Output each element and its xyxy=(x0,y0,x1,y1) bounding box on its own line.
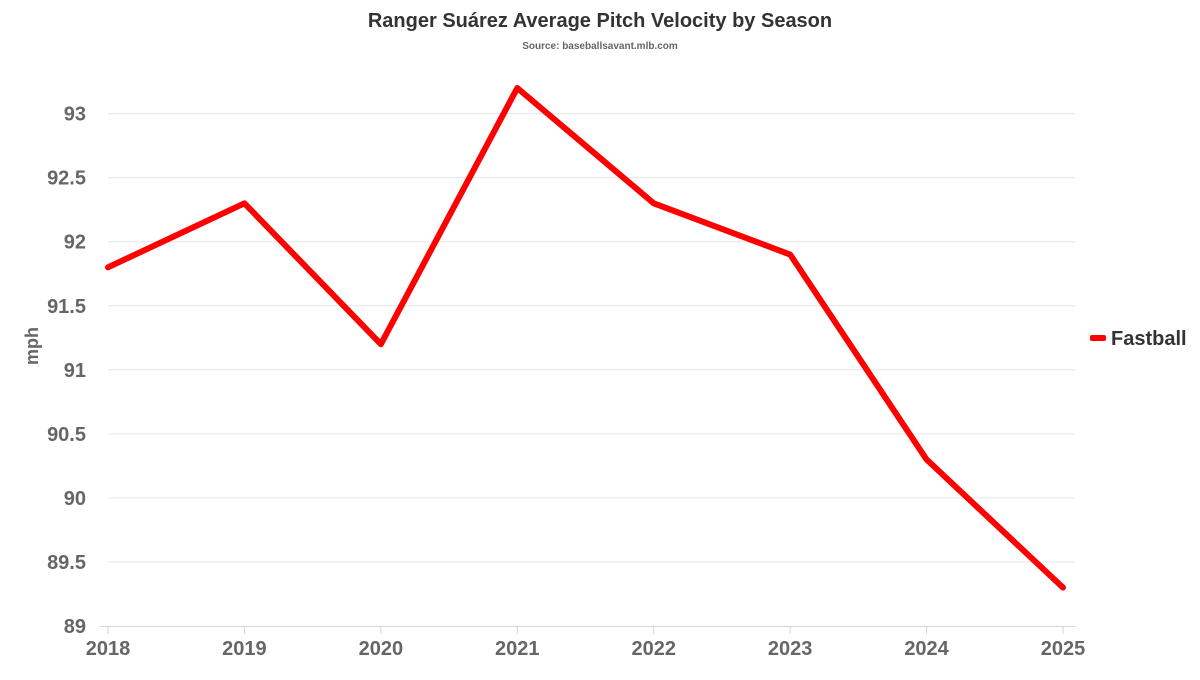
y-tick-label: 89.5 xyxy=(47,552,86,574)
data-point[interactable] xyxy=(923,455,931,463)
data-point[interactable] xyxy=(104,263,112,271)
x-tick-label: 2022 xyxy=(631,638,676,660)
x-tick-label: 2020 xyxy=(359,638,404,660)
y-tick-label: 90.5 xyxy=(47,424,86,446)
y-tick-label: 91 xyxy=(64,360,86,382)
chart-title: Ranger Suárez Average Pitch Velocity by … xyxy=(368,10,832,32)
data-point[interactable] xyxy=(650,199,658,207)
data-point[interactable] xyxy=(240,199,248,207)
x-tick-label: 2021 xyxy=(495,638,540,660)
x-tick-label: 2025 xyxy=(1041,638,1086,660)
legend[interactable]: Fastball xyxy=(1090,328,1187,350)
grid-layer xyxy=(108,113,1075,563)
data-point[interactable] xyxy=(513,84,521,92)
series-layer xyxy=(104,84,1067,592)
y-tick-label: 92.5 xyxy=(47,168,86,190)
x-tick-label: 2023 xyxy=(768,638,813,660)
chart-subtitle: Source: baseballsavant.mlb.com xyxy=(522,41,678,52)
data-point[interactable] xyxy=(1059,584,1067,592)
y-tick-label: 92 xyxy=(64,232,86,254)
y-tick-label: 93 xyxy=(64,104,86,126)
axis-layer: 89 89.5 90 90.5 91 91.5 92 92.5 93 2018 2019 2020 20… xyxy=(47,104,1085,660)
x-tick-label: 2019 xyxy=(222,638,267,660)
y-tick-label: 89 xyxy=(64,616,86,638)
data-point[interactable] xyxy=(786,251,794,259)
data-point[interactable] xyxy=(377,340,385,348)
series-line-fastball[interactable] xyxy=(105,85,1066,591)
legend-swatch xyxy=(1090,335,1106,341)
y-tick-label: 91.5 xyxy=(47,296,86,318)
y-tick-label: 90 xyxy=(64,488,86,510)
x-tick-label: 2024 xyxy=(904,638,949,660)
x-tick-label: 2018 xyxy=(86,638,131,660)
legend-item-label[interactable]: Fastball xyxy=(1111,328,1187,350)
y-axis-title: mph xyxy=(22,327,42,365)
